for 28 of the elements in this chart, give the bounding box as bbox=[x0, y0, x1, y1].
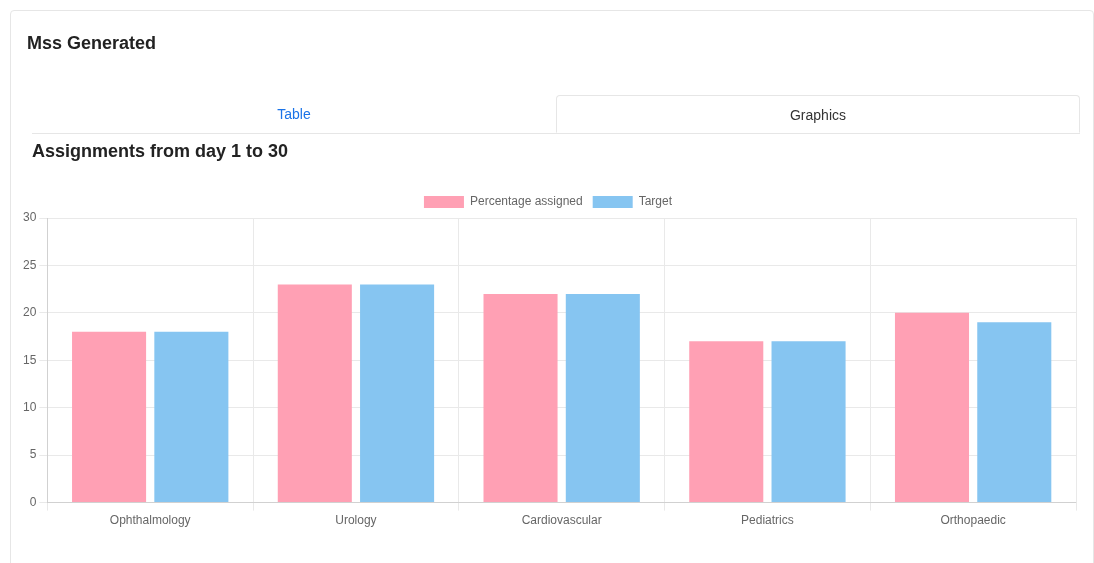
legend-label: Percentage assigned bbox=[469, 194, 583, 209]
y-tick-label: 0 bbox=[29, 494, 37, 509]
bar bbox=[977, 322, 1052, 503]
legend-label: Target bbox=[638, 194, 673, 209]
chart-title: Mss Generated bbox=[27, 33, 157, 54]
text: Graphics bbox=[556, 95, 1080, 133]
y-tick-label: 20 bbox=[22, 305, 37, 320]
x-tick-label: Cardiovascular bbox=[521, 513, 602, 528]
y-tick-label: 5 bbox=[29, 447, 37, 462]
bar bbox=[483, 293, 558, 503]
y-tick-label: 25 bbox=[22, 257, 37, 272]
bar bbox=[771, 341, 846, 503]
y-tick-label: 30 bbox=[22, 210, 37, 225]
bar bbox=[360, 284, 435, 503]
bar bbox=[894, 312, 970, 503]
y-tick-label: 15 bbox=[22, 352, 37, 367]
bar bbox=[277, 284, 352, 503]
bar bbox=[565, 293, 640, 503]
bar bbox=[72, 331, 147, 503]
bar bbox=[689, 341, 764, 503]
y-tick-label: 10 bbox=[22, 400, 37, 415]
text: Table bbox=[276, 105, 312, 124]
x-tick-label: Urology bbox=[335, 513, 377, 528]
bar bbox=[154, 331, 229, 503]
x-tick-label: Ophthalmology bbox=[109, 513, 191, 528]
x-tick-label: Pediatrics bbox=[741, 513, 794, 528]
chart-subtitle: Assignments from day 1 to 30 bbox=[32, 141, 289, 162]
x-tick-label: Orthopaedic bbox=[940, 513, 1006, 528]
